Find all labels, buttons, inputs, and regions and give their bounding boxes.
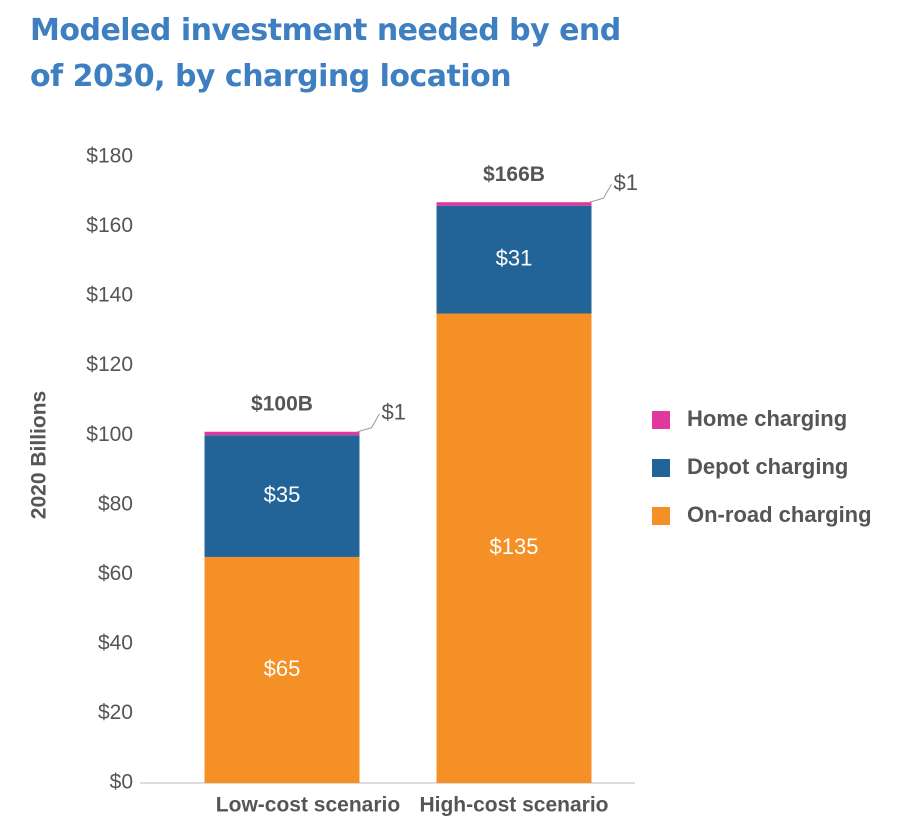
legend-label: Depot charging [687,454,848,479]
y-tick-label: $160 [86,214,133,237]
x-tick-label: Low-cost scenario [216,794,400,817]
y-tick-label: $40 [98,631,133,654]
leader-line [357,413,380,433]
value-label: $31 [496,245,533,270]
bar-segment [436,202,592,206]
y-tick-label: $140 [86,284,133,307]
total-label: $100B [251,392,313,415]
y-axis-label: 2020 Billions [28,391,51,519]
legend-swatch [652,411,670,429]
leader-line [589,183,612,203]
y-tick-label: $20 [98,701,133,724]
value-label: $135 [490,534,539,559]
legend-swatch [652,459,670,477]
y-tick-label: $120 [86,353,133,376]
legend-swatch [652,507,670,525]
y-tick-label: $180 [86,145,133,168]
bar-segment [204,435,360,557]
value-label: $65 [264,656,301,681]
y-tick-label: $80 [98,492,133,515]
legend-label: Home charging [687,406,847,431]
bar-segment [204,431,360,436]
value-label: $1 [382,400,406,425]
y-tick-label: $0 [110,771,133,794]
bar-segment [436,313,592,783]
value-label: $35 [264,482,301,507]
total-label: $166B [483,163,545,186]
y-tick-label: $60 [98,562,133,585]
bar-segment [436,205,592,314]
legend-label: On-road charging [687,502,872,527]
value-label: $1 [614,170,638,195]
y-tick-label: $100 [86,423,133,446]
chart-title: Modeled investment needed by end of 2030… [30,13,621,94]
x-tick-label: High-cost scenario [419,794,608,817]
bar-segment [204,556,360,783]
